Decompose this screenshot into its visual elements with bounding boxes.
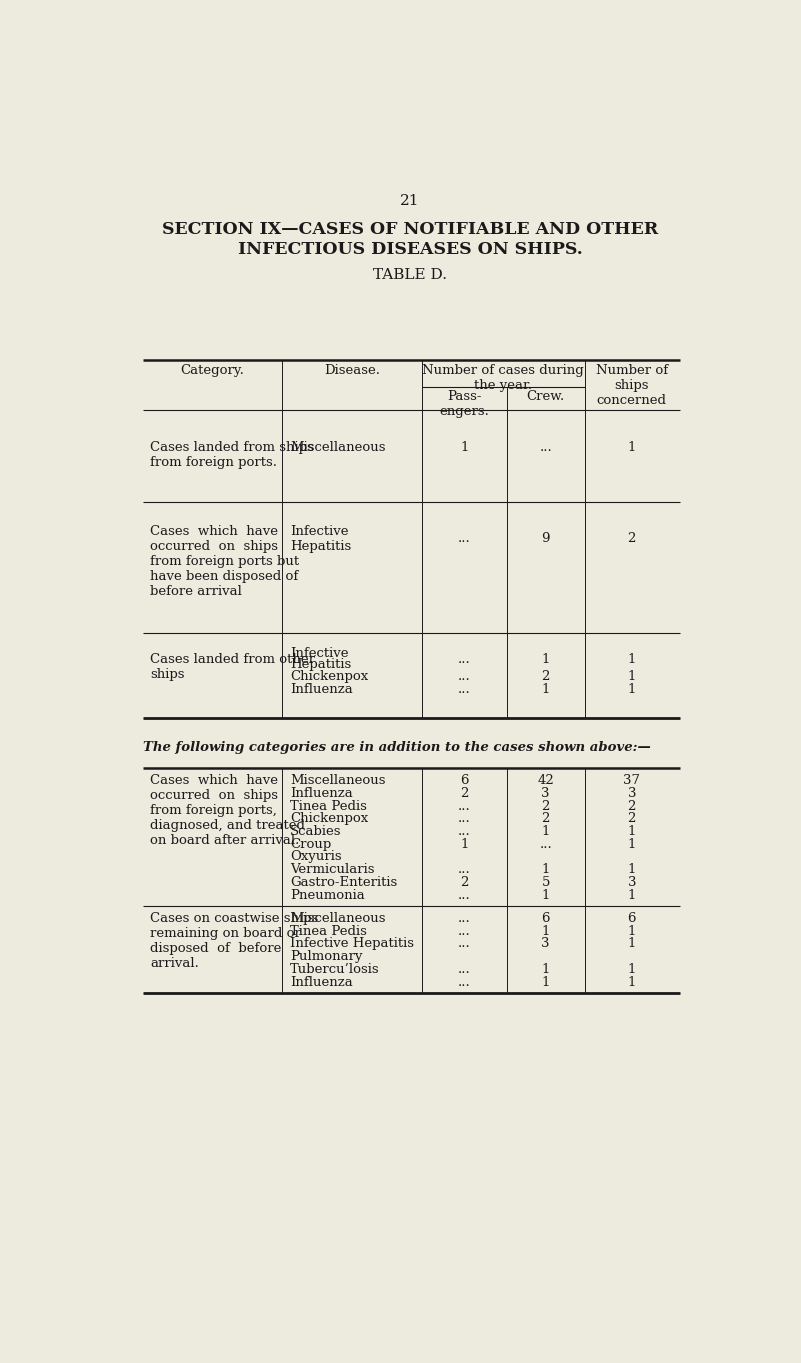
Text: 1: 1 xyxy=(628,938,636,950)
Text: 1: 1 xyxy=(628,924,636,938)
Text: Pulmonary: Pulmonary xyxy=(290,950,363,964)
Text: 1: 1 xyxy=(461,838,469,851)
Text: 2: 2 xyxy=(628,532,636,545)
Text: ...: ... xyxy=(458,825,471,838)
Text: Hepatitis: Hepatitis xyxy=(290,658,352,671)
Text: ...: ... xyxy=(458,653,471,665)
Text: Gastro-Enteritis: Gastro-Enteritis xyxy=(290,876,397,889)
Text: 2: 2 xyxy=(541,800,550,812)
Text: Scabies: Scabies xyxy=(290,825,341,838)
Text: Chickenpox: Chickenpox xyxy=(290,671,368,683)
Text: Cases landed from other
ships: Cases landed from other ships xyxy=(151,653,316,680)
Text: 1: 1 xyxy=(628,976,636,988)
Text: 1: 1 xyxy=(541,863,550,876)
Text: 1: 1 xyxy=(628,671,636,683)
Text: Number of
ships
concerned: Number of ships concerned xyxy=(596,364,668,406)
Text: 1: 1 xyxy=(628,653,636,665)
Text: Tinea Pedis: Tinea Pedis xyxy=(290,924,367,938)
Text: Crew.: Crew. xyxy=(526,390,565,403)
Text: Tubercu’losis: Tubercu’losis xyxy=(290,962,380,976)
Text: ...: ... xyxy=(458,532,471,545)
Text: Influenza: Influenza xyxy=(290,786,352,800)
Text: 3: 3 xyxy=(541,786,550,800)
Text: 1: 1 xyxy=(628,683,636,695)
Text: Miscellaneous: Miscellaneous xyxy=(290,774,385,788)
Text: 6: 6 xyxy=(460,774,469,788)
Text: 1: 1 xyxy=(628,863,636,876)
Text: 1: 1 xyxy=(541,683,550,695)
Text: 2: 2 xyxy=(461,786,469,800)
Text: Miscellaneous: Miscellaneous xyxy=(290,440,385,454)
Text: 6: 6 xyxy=(541,912,550,925)
Text: Infective Hepatitis: Infective Hepatitis xyxy=(290,938,414,950)
Text: 1: 1 xyxy=(628,838,636,851)
Text: 2: 2 xyxy=(628,800,636,812)
Text: ...: ... xyxy=(458,800,471,812)
Text: Miscellaneous: Miscellaneous xyxy=(290,912,385,925)
Text: Chickenpox: Chickenpox xyxy=(290,812,368,825)
Text: 21: 21 xyxy=(400,195,420,209)
Text: ...: ... xyxy=(458,912,471,925)
Text: Influenza: Influenza xyxy=(290,683,352,695)
Text: Category.: Category. xyxy=(180,364,244,376)
Text: ...: ... xyxy=(458,889,471,901)
Text: 1: 1 xyxy=(628,440,636,454)
Text: The following categories are in addition to the cases shown above:—: The following categories are in addition… xyxy=(143,741,650,754)
Text: 5: 5 xyxy=(541,876,550,889)
Text: 1: 1 xyxy=(461,440,469,454)
Text: Vermicularis: Vermicularis xyxy=(290,863,375,876)
Text: 1: 1 xyxy=(541,924,550,938)
Text: 1: 1 xyxy=(541,889,550,901)
Text: 37: 37 xyxy=(623,774,640,788)
Text: 1: 1 xyxy=(628,962,636,976)
Text: 6: 6 xyxy=(627,912,636,925)
Text: ...: ... xyxy=(458,962,471,976)
Text: Infective: Infective xyxy=(290,647,348,660)
Text: ...: ... xyxy=(458,938,471,950)
Text: 1: 1 xyxy=(541,653,550,665)
Text: ...: ... xyxy=(458,812,471,825)
Text: Croup: Croup xyxy=(290,838,332,851)
Text: Number of cases during
the year.: Number of cases during the year. xyxy=(422,364,584,391)
Text: 1: 1 xyxy=(541,962,550,976)
Text: ...: ... xyxy=(458,671,471,683)
Text: 42: 42 xyxy=(537,774,554,788)
Text: ...: ... xyxy=(458,683,471,695)
Text: 1: 1 xyxy=(541,825,550,838)
Text: 2: 2 xyxy=(541,671,550,683)
Text: 1: 1 xyxy=(541,976,550,988)
Text: ...: ... xyxy=(458,863,471,876)
Text: 3: 3 xyxy=(627,786,636,800)
Text: Pass-
engers.: Pass- engers. xyxy=(440,390,489,418)
Text: 2: 2 xyxy=(461,876,469,889)
Text: Tinea Pedis: Tinea Pedis xyxy=(290,800,367,812)
Text: Oxyuris: Oxyuris xyxy=(290,851,341,863)
Text: TABLE D.: TABLE D. xyxy=(373,267,447,282)
Text: ...: ... xyxy=(458,976,471,988)
Text: ...: ... xyxy=(539,440,552,454)
Text: INFECTIOUS DISEASES ON SHIPS.: INFECTIOUS DISEASES ON SHIPS. xyxy=(238,240,582,258)
Text: Influenza: Influenza xyxy=(290,976,352,988)
Text: Cases landed from ships
from foreign ports.: Cases landed from ships from foreign por… xyxy=(151,440,314,469)
Text: 3: 3 xyxy=(541,938,550,950)
Text: 1: 1 xyxy=(628,825,636,838)
Text: 9: 9 xyxy=(541,532,550,545)
Text: Pneumonia: Pneumonia xyxy=(290,889,364,901)
Text: ...: ... xyxy=(539,838,552,851)
Text: 3: 3 xyxy=(627,876,636,889)
Text: Cases  which  have
occurred  on  ships
from foreign ports but
have been disposed: Cases which have occurred on ships from … xyxy=(151,526,300,598)
Text: 2: 2 xyxy=(628,812,636,825)
Text: SECTION IX—CASES OF NOTIFIABLE AND OTHER: SECTION IX—CASES OF NOTIFIABLE AND OTHER xyxy=(162,221,658,239)
Text: Infective
Hepatitis: Infective Hepatitis xyxy=(290,526,352,553)
Text: 1: 1 xyxy=(628,889,636,901)
Text: Cases  which  have
occurred  on  ships
from foreign ports,
diagnosed, and treate: Cases which have occurred on ships from … xyxy=(151,774,305,848)
Text: 2: 2 xyxy=(541,812,550,825)
Text: Cases on coastwise ships
remaining on board or
disposed  of  before
arrival.: Cases on coastwise ships remaining on bo… xyxy=(151,912,319,970)
Text: Disease.: Disease. xyxy=(324,364,380,376)
Text: ...: ... xyxy=(458,924,471,938)
